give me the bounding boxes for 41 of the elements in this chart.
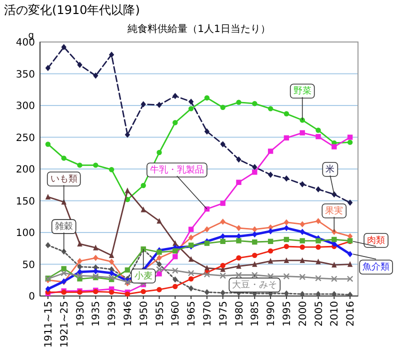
series-label: 雑穀 (54, 221, 73, 232)
x-tick-label: 1921~25 (59, 301, 70, 348)
y-tick-label: 0 (28, 292, 35, 302)
x-tick-label: 1985 (250, 301, 262, 326)
series-label: 米 (326, 164, 335, 175)
x-tick-label: 1935 (91, 301, 102, 326)
y-tick-label: 150 (16, 196, 35, 208)
x-tick-label: 1975 (218, 301, 230, 326)
x-tick-label: 1946 (122, 301, 134, 326)
y-tick-label: 350 (16, 69, 35, 80)
y-tick-label: 200 (16, 164, 35, 176)
x-tick-label: 1995 (282, 301, 293, 326)
x-tick-label: 1950 (138, 301, 150, 326)
series-label: 小麦 (134, 270, 152, 282)
x-tick-label: 1911~15 (43, 301, 54, 348)
x-tick-label: 1990 (266, 301, 278, 326)
chart-title: 活の変化(1910年代以降) (4, 3, 140, 17)
x-tick-label: 1955 (154, 301, 166, 326)
series-label: 魚介類 (362, 262, 390, 273)
x-tick-label: 2010 (330, 301, 341, 326)
y-tick-label: 400 (16, 38, 35, 48)
y-tick-label: 300 (16, 101, 35, 112)
x-tick-label: 1930 (75, 301, 86, 326)
x-tick-label: 2016 (346, 301, 357, 326)
series-label: 大豆・みそ (232, 280, 278, 291)
x-tick-label: 2005 (314, 301, 325, 326)
x-tick-label: 1965 (186, 301, 198, 326)
x-tick-label: 1980 (234, 301, 246, 326)
series-label: 野菜 (293, 86, 312, 97)
series-label: 肉類 (367, 234, 386, 246)
series-label: いも類 (50, 174, 78, 185)
chart-subtitle: 純食料供給量（1人1日当たり） (128, 23, 270, 35)
x-tick-label: 1939 (107, 301, 118, 326)
x-tick-label: 2000 (298, 301, 309, 326)
text: 牛乳・乳製品 (150, 164, 204, 176)
y-tick-label: 50 (22, 260, 35, 271)
x-tick-label: 1970 (202, 301, 214, 326)
y-tick-label: 250 (16, 132, 35, 144)
x-tick-label: 1960 (170, 301, 182, 326)
y-tick-label: 100 (16, 228, 35, 239)
series-label: 果実 (325, 205, 344, 216)
